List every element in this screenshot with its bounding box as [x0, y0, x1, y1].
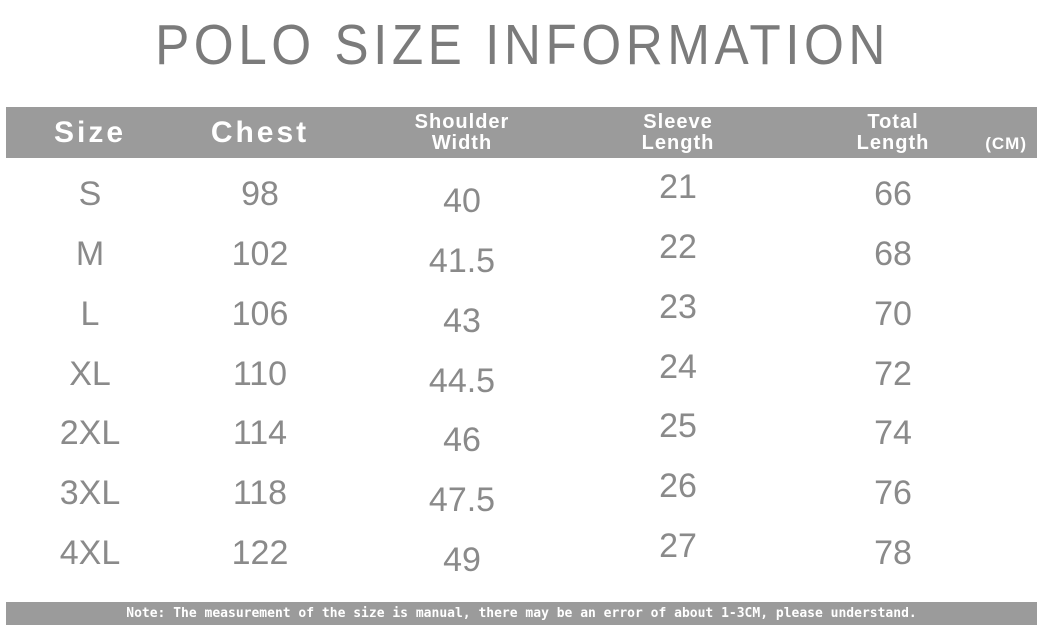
total-length-value: 76 — [874, 473, 912, 512]
chest-value: 114 — [232, 414, 288, 453]
shoulder-width-value: 43 — [443, 301, 481, 340]
table-header: Size Chest Shoulder Width Sleeve Length … — [6, 107, 1037, 158]
column-header-size: Size — [6, 116, 174, 150]
column-header-total-length: Total Length — [778, 110, 1008, 154]
size-value: M — [75, 235, 105, 274]
column-header-chest: Chest — [174, 116, 346, 150]
column-header-size-label: Size — [53, 115, 127, 149]
shoulder-width-value: 49 — [443, 540, 481, 579]
shoulder-width-value: 46 — [443, 421, 481, 460]
shoulder-width-value: 47.5 — [428, 480, 496, 519]
sleeve-length-value: 22 — [659, 228, 697, 267]
page-title: POLO SIZE INFORMATION — [155, 13, 890, 77]
sleeve-length-value: 24 — [659, 347, 697, 386]
table-row: XL 110 44.5 24 72 — [6, 344, 1037, 404]
total-length-value: 68 — [874, 235, 912, 274]
column-header-shoulder-width: Shoulder Width — [346, 110, 578, 154]
chest-value: 102 — [231, 235, 289, 274]
unit-label: (CM) — [985, 134, 1027, 153]
column-header-sleeve-length-line1: Sleeve — [643, 110, 713, 133]
column-header-sleeve-length: Sleeve Length — [578, 110, 778, 154]
total-length-value: 66 — [874, 175, 912, 214]
total-length-value: 70 — [874, 294, 912, 333]
table-row: M 102 41.5 22 68 — [6, 225, 1037, 285]
size-value: 4XL — [59, 533, 121, 572]
shoulder-width-value: 40 — [443, 182, 481, 221]
size-value: XL — [69, 354, 111, 393]
table-row: 3XL 118 47.5 26 76 — [6, 464, 1037, 524]
table-row: L 106 43 23 70 — [6, 284, 1037, 344]
size-value: L — [80, 294, 100, 333]
column-header-chest-label: Chest — [210, 115, 310, 149]
chest-value: 98 — [241, 175, 279, 214]
chest-value: 122 — [231, 533, 289, 572]
table-row: S 98 40 21 66 — [6, 165, 1037, 225]
note-text: Note: The measurement of the size is man… — [126, 606, 917, 621]
column-header-sleeve-length-line2: Length — [641, 131, 715, 154]
table-row: 2XL 114 46 25 74 — [6, 404, 1037, 464]
size-value: 3XL — [59, 473, 121, 512]
chest-value: 110 — [232, 354, 288, 393]
sleeve-length-value: 21 — [659, 168, 697, 207]
column-header-total-length-line2: Length — [856, 131, 930, 154]
total-length-value: 74 — [874, 414, 912, 453]
size-value: S — [78, 175, 102, 214]
column-header-shoulder-width-line1: Shoulder — [414, 110, 510, 133]
table-row: 4XL 122 49 27 78 — [6, 523, 1037, 583]
sleeve-length-value: 25 — [659, 407, 697, 446]
shoulder-width-value: 44.5 — [428, 361, 496, 400]
sleeve-length-value: 27 — [659, 526, 697, 565]
table-body: S 98 40 21 66 M 102 41.5 22 68 L 106 43 … — [6, 165, 1037, 583]
total-length-value: 72 — [874, 354, 912, 393]
chest-value: 118 — [232, 473, 288, 512]
note-bar: Note: The measurement of the size is man… — [6, 602, 1037, 625]
sleeve-length-value: 26 — [659, 466, 697, 505]
size-value: 2XL — [59, 414, 121, 453]
chest-value: 106 — [231, 294, 289, 333]
total-length-value: 78 — [874, 533, 912, 572]
sleeve-length-value: 23 — [659, 287, 697, 326]
column-header-total-length-line1: Total — [867, 110, 919, 133]
column-header-shoulder-width-line2: Width — [431, 131, 493, 154]
shoulder-width-value: 41.5 — [428, 242, 496, 281]
